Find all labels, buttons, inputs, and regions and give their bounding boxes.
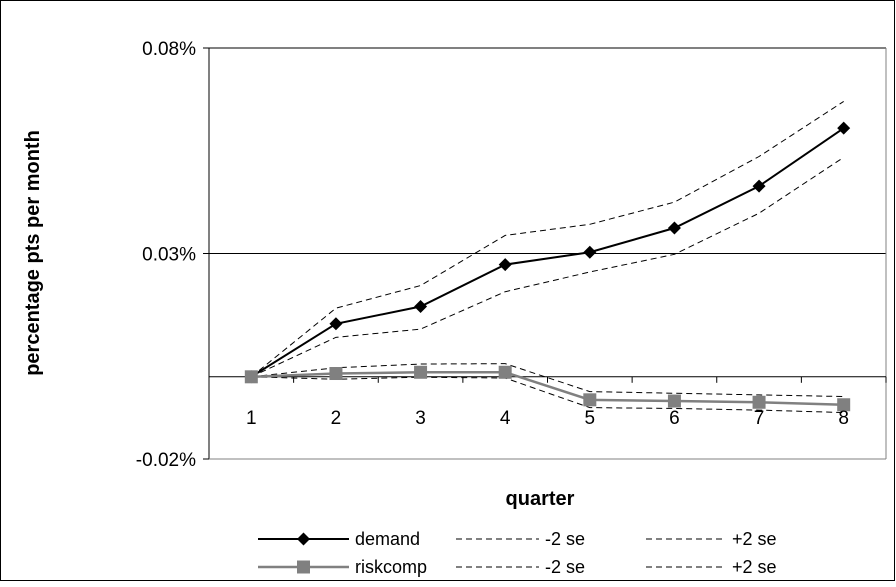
legend-marker — [297, 560, 310, 574]
data-point-demand — [583, 245, 597, 259]
data-point-demand — [498, 258, 512, 272]
legend-label: +2 se — [732, 529, 777, 549]
y-axis-title: percentage pts per month — [22, 130, 44, 376]
data-point-demand — [837, 121, 851, 135]
data-point-riskcomp — [583, 393, 597, 407]
data-point-riskcomp — [414, 365, 428, 379]
data-point-demand — [414, 300, 428, 314]
legend-label: +2 se — [732, 557, 777, 577]
tick-labels: 0.08% 0.03% -0.02% 1 2 3 4 5 6 7 8 — [136, 39, 887, 471]
data-point-demand — [752, 179, 766, 193]
series-layer — [244, 101, 851, 414]
data-point-riskcomp — [667, 394, 681, 408]
y-tick-label: -0.02% — [136, 450, 196, 471]
y-tick-label: 0.03% — [142, 245, 196, 266]
x-tick-label: 6 — [669, 408, 680, 429]
data-point-riskcomp — [498, 365, 512, 379]
legend: demand -2 se +2 se riskcomp -2 se +2 se — [258, 529, 777, 577]
series-line-2-se-1 — [251, 156, 844, 378]
x-tick-label: 7 — [754, 408, 765, 429]
legend-label: -2 se — [545, 557, 585, 577]
x-axis-title: quarter — [506, 488, 575, 510]
data-point-riskcomp — [244, 370, 258, 384]
data-point-riskcomp — [329, 367, 343, 381]
x-tick-label: 5 — [585, 408, 596, 429]
data-point-riskcomp — [752, 395, 766, 409]
gridlines — [209, 47, 886, 254]
x-tick-label: 1 — [246, 408, 257, 429]
legend-label: demand — [355, 529, 420, 549]
series-line-2-se-2 — [250, 101, 844, 378]
legend-label: -2 se — [545, 529, 585, 549]
data-point-demand — [329, 317, 343, 331]
series-line-riskcomp-3 — [251, 371, 844, 406]
legend-label: riskcomp — [355, 557, 427, 577]
data-point-demand — [667, 221, 681, 235]
x-tick-label: 8 — [838, 408, 849, 429]
x-tick-label: 4 — [500, 408, 511, 429]
data-point-riskcomp — [837, 398, 851, 412]
x-tick-label: 2 — [331, 408, 342, 429]
legend-marker — [297, 532, 310, 546]
x-tick-label: 3 — [415, 408, 426, 429]
series-line-demand-0 — [250, 127, 845, 378]
y-tick-label: 0.08% — [142, 39, 196, 60]
